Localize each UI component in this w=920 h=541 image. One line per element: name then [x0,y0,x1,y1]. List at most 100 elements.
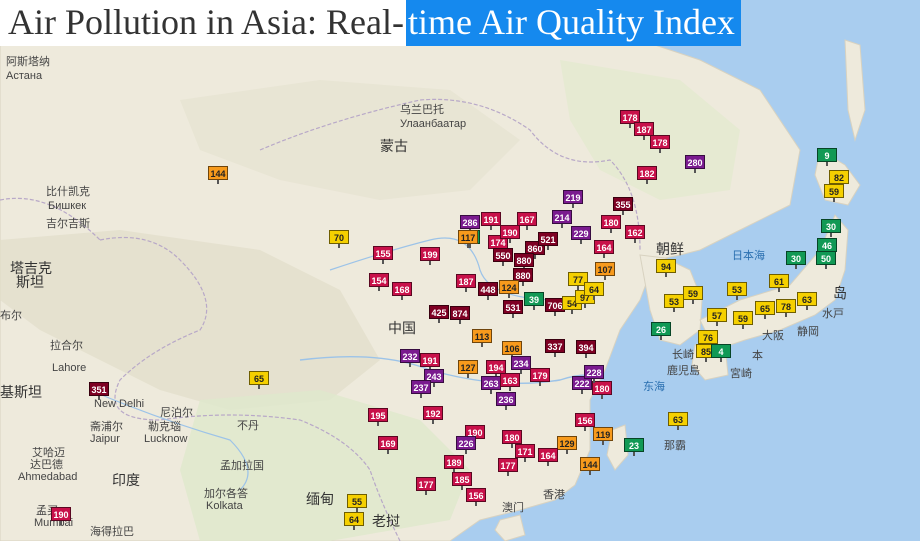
aqi-station-marker[interactable]: 78 [776,299,796,317]
south-green-shading [180,390,470,541]
aqi-station-marker[interactable]: 164 [594,240,614,258]
aqi-station-marker[interactable]: 77 [568,272,588,290]
aqi-station-marker[interactable]: 243 [424,369,444,387]
aqi-station-marker[interactable]: 263 [481,376,501,394]
aqi-station-marker[interactable]: 30 [786,251,806,269]
aqi-station-marker[interactable]: 53 [664,294,684,312]
aqi-station-marker[interactable]: 286 [460,215,480,233]
aqi-station-marker[interactable]: 880 [514,253,534,271]
aqi-station-marker[interactable]: 180 [502,430,522,448]
aqi-station-marker[interactable]: 59 [683,286,703,304]
aqi-station-marker[interactable]: 50 [816,251,836,269]
aqi-station-marker[interactable]: 61 [769,274,789,292]
aqi-station-marker[interactable]: 191 [420,353,440,371]
aqi-station-marker[interactable]: 65 [249,371,269,389]
aqi-station-marker[interactable]: 39 [524,292,544,310]
aqi-station-marker[interactable]: 59 [733,311,753,329]
aqi-station-marker[interactable]: 531 [503,300,523,318]
aqi-station-marker[interactable]: 171 [515,444,535,462]
aqi-station-marker[interactable]: 4 [711,344,731,362]
aqi-station-marker[interactable]: 191 [481,212,501,230]
aqi-station-marker[interactable]: 9 [817,148,837,166]
aqi-station-marker[interactable]: 177 [498,458,518,476]
aqi-station-marker[interactable]: 229 [571,226,591,244]
aqi-station-marker[interactable]: 30 [821,219,841,237]
aqi-station-marker[interactable]: 190 [500,225,520,243]
aqi-station-marker[interactable]: 189 [444,455,464,473]
aqi-station-marker[interactable]: 169 [378,436,398,454]
aqi-station-marker[interactable]: 127 [458,360,478,378]
aqi-station-marker[interactable]: 46 [817,238,837,256]
aqi-station-marker[interactable]: 76 [698,330,718,348]
aqi-station-marker[interactable]: 180 [601,215,621,233]
aqi-station-marker[interactable]: 107 [595,262,615,280]
aqi-station-marker[interactable]: 59 [824,184,844,202]
aqi-station-marker[interactable]: 65 [755,301,775,319]
aqi-station-marker[interactable]: 180 [592,381,612,399]
aqi-station-marker[interactable]: 144 [580,457,600,475]
aqi-station-marker[interactable]: 117 [458,230,478,248]
aqi-station-marker[interactable]: 168 [392,282,412,300]
aqi-station-marker[interactable]: 228 [584,365,604,383]
aqi-station-marker[interactable]: 448 [478,282,498,300]
aqi-station-marker[interactable]: 351 [89,382,109,400]
aqi-station-marker[interactable]: 177 [416,477,436,495]
aqi-station-marker[interactable]: 129 [557,436,577,454]
aqi-station-marker[interactable]: 234 [511,356,531,374]
aqi-station-marker[interactable]: 119 [593,427,613,445]
aqi-station-marker[interactable]: 94 [656,259,676,277]
aqi-station-marker[interactable]: 550 [493,248,513,266]
aqi-station-marker[interactable]: 178 [620,110,640,128]
aqi-station-marker[interactable]: 182 [637,166,657,184]
aqi-station-marker[interactable]: 53 [727,282,747,300]
aqi-station-marker[interactable]: 113 [472,329,492,347]
aqi-station-marker[interactable]: 222 [572,376,592,394]
aqi-station-marker[interactable]: 55 [347,494,367,512]
aqi-station-marker[interactable]: 187 [634,122,654,140]
aqi-station-marker[interactable]: 70 [329,230,349,248]
aqi-station-marker[interactable]: 521 [538,232,558,250]
aqi-station-marker[interactable]: 280 [685,155,705,173]
aqi-station-marker[interactable]: 880 [513,268,533,286]
aqi-station-marker[interactable]: 106 [502,341,522,359]
aqi-station-marker[interactable]: 194 [486,360,506,378]
aqi-station-marker[interactable]: 155 [373,246,393,264]
aqi-station-marker[interactable]: 64 [344,512,364,530]
aqi-station-marker[interactable]: 337 [545,339,565,357]
aqi-station-marker[interactable]: 163 [500,373,520,391]
aqi-station-marker[interactable]: 226 [456,436,476,454]
aqi-station-marker[interactable]: 199 [420,247,440,265]
aqi-station-marker[interactable]: 164 [538,448,558,466]
aqi-station-marker[interactable]: 190 [51,507,71,525]
aqi-station-marker[interactable]: 192 [423,406,443,424]
aqi-station-marker[interactable]: 214 [552,210,572,228]
aqi-station-marker[interactable]: 156 [466,488,486,506]
aqi-station-marker[interactable]: 64 [584,282,604,300]
aqi-station-marker[interactable]: 63 [797,292,817,310]
aqi-station-marker[interactable]: 187 [456,274,476,292]
aqi-station-marker[interactable]: 179 [530,368,550,386]
aqi-station-marker[interactable]: 162 [625,225,645,243]
aqi-station-marker[interactable]: 219 [563,190,583,208]
aqi-station-marker[interactable]: 178 [650,135,670,153]
aqi-station-marker[interactable]: 144 [208,166,228,184]
aqi-station-marker[interactable]: 185 [452,472,472,490]
aqi-station-marker[interactable]: 124 [499,280,519,298]
aqi-station-marker[interactable]: 237 [411,380,431,398]
aqi-station-marker[interactable]: 23 [624,438,644,456]
aqi-station-marker[interactable]: 63 [668,412,688,430]
aqi-station-marker[interactable]: 394 [576,340,596,358]
aqi-station-marker[interactable]: 706 [545,298,565,316]
aqi-station-marker[interactable]: 232 [400,349,420,367]
aqi-station-marker[interactable]: 57 [707,308,727,326]
aqi-station-marker[interactable]: 154 [369,273,389,291]
aqi-station-marker[interactable]: 425 [429,305,449,323]
aqi-station-marker[interactable]: 82 [829,170,849,188]
aqi-station-marker[interactable]: 26 [651,322,671,340]
aqi-station-marker[interactable]: 874 [450,306,470,324]
aqi-station-marker[interactable]: 355 [613,197,633,215]
aqi-station-marker[interactable]: 236 [496,392,516,410]
aqi-station-marker[interactable]: 195 [368,408,388,426]
aqi-station-marker[interactable]: 156 [575,413,595,431]
aqi-station-marker[interactable]: 167 [517,212,537,230]
